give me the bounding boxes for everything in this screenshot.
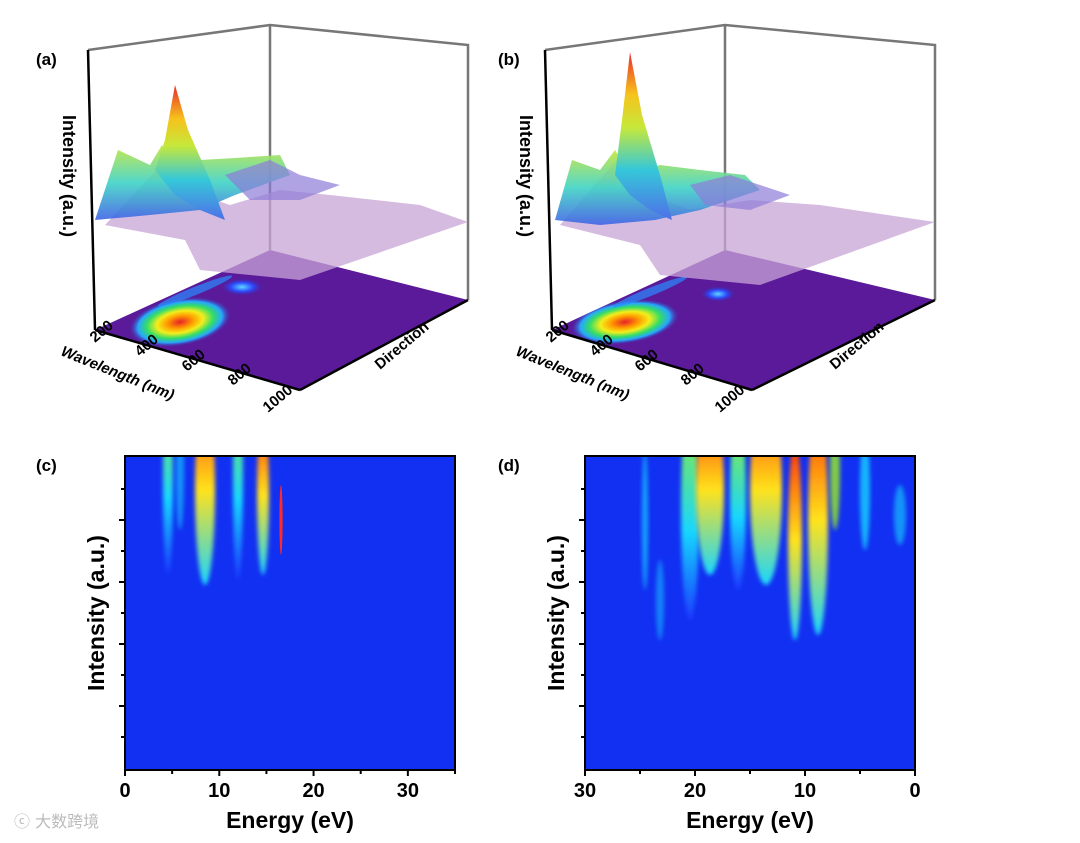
streak-d-6 (750, 456, 782, 585)
x-tick-label: 10 (208, 780, 230, 802)
surface-tail-b (690, 175, 790, 210)
floor-minor-spot-b (700, 286, 736, 302)
streak-d-11 (894, 485, 906, 545)
panel-label-c: (c) (36, 456, 57, 475)
x-axis-title-c: Energy (eV) (226, 807, 354, 833)
x-axis-title-a: Wavelength (nm) (59, 343, 177, 404)
frame-b-front-y (751, 298, 936, 392)
x-axis-title-b: Wavelength (nm) (514, 343, 632, 404)
floor-heatmap-b (552, 250, 935, 390)
x-tick-label: 20 (684, 780, 706, 802)
heatmap-streaks-d (642, 456, 906, 640)
streak-d-2 (656, 560, 664, 640)
y-axis-title-c: Intensity (a.u.) (83, 535, 109, 691)
surface-base-a (105, 150, 468, 280)
streak-c-5 (279, 485, 283, 555)
frame-a-left (86, 49, 97, 331)
streak-d-5 (730, 456, 746, 590)
streak-d-7 (788, 456, 802, 640)
frame-b-left (543, 49, 554, 331)
x-tick-label: 0 (909, 780, 920, 802)
floor-hotspot-b (570, 298, 680, 346)
panel-label-b: (b) (498, 50, 520, 69)
z-axis-title-a: Intensity (a.u.) (59, 115, 79, 237)
heatmap-streaks-c (163, 456, 283, 585)
frame-a-front-y (299, 298, 469, 392)
frame-a-front-x (94, 328, 301, 392)
frame-b-back (544, 23, 937, 300)
frame-a-back (87, 23, 470, 300)
watermark-icon: ⓒ (14, 812, 31, 831)
panel-b: 200 400 600 800 1000 Wavelength (nm) Dir… (514, 23, 937, 416)
watermark-text: 大数跨境 (35, 812, 100, 831)
y-ticks-d (579, 488, 585, 738)
streak-c-3 (233, 456, 243, 580)
x-axis-title-d: Energy (eV) (686, 807, 814, 833)
streak-d-10 (860, 456, 870, 550)
x-tick-label: 30 (574, 780, 596, 802)
watermark-logo: ⓒ 大数跨境 (14, 808, 99, 832)
streak-d-9 (830, 456, 840, 530)
surface-tail-a (225, 160, 340, 200)
surface-peak-b (615, 52, 672, 220)
streak-d-8 (808, 456, 828, 635)
floor-streak-b (612, 276, 688, 308)
panel-label-d: (d) (498, 456, 520, 475)
floor-hotspot-a (128, 296, 232, 348)
panel-a: 200 400 600 800 1000 Wavelength (nm) Dir… (59, 23, 470, 416)
panel-c: 0 10 20 30 Energy (eV) Intensity (a.u.) (83, 455, 456, 833)
streak-d-4 (696, 456, 724, 575)
floor-minor-spot-a (220, 278, 264, 296)
x-ticks-c: 0 10 20 30 (119, 770, 456, 802)
plot-area-c (125, 456, 455, 770)
z-axis-title-b: Intensity (a.u.) (516, 115, 536, 237)
x-tick-a-0: 200 (87, 317, 117, 346)
x-ticks-d: 30 20 10 0 (574, 770, 921, 802)
frame-b-front-x (551, 328, 753, 392)
surface-base-b (560, 150, 935, 285)
streak-c-6 (176, 456, 184, 530)
floor-streak-a (157, 275, 233, 307)
panel-label-a: (a) (36, 50, 57, 69)
streak-d-1 (642, 456, 648, 590)
plot-area-d (585, 456, 915, 770)
streak-c-4 (257, 456, 269, 575)
y-ticks-c (119, 488, 125, 738)
x-tick-label: 10 (794, 780, 816, 802)
y-axis-title-d: Intensity (a.u.) (543, 535, 569, 691)
streak-c-1 (163, 456, 173, 575)
streak-d-3 (681, 456, 699, 620)
surface-peak-a (155, 85, 225, 220)
panel-d: 30 20 10 0 Energy (eV) Intensity (a.u.) (543, 455, 921, 833)
x-tick-b-0: 200 (543, 317, 573, 346)
streak-c-2 (195, 456, 215, 585)
x-tick-label: 0 (119, 780, 130, 802)
floor-heatmap-a (95, 250, 468, 390)
x-tick-label: 20 (302, 780, 324, 802)
x-tick-label: 30 (397, 780, 419, 802)
